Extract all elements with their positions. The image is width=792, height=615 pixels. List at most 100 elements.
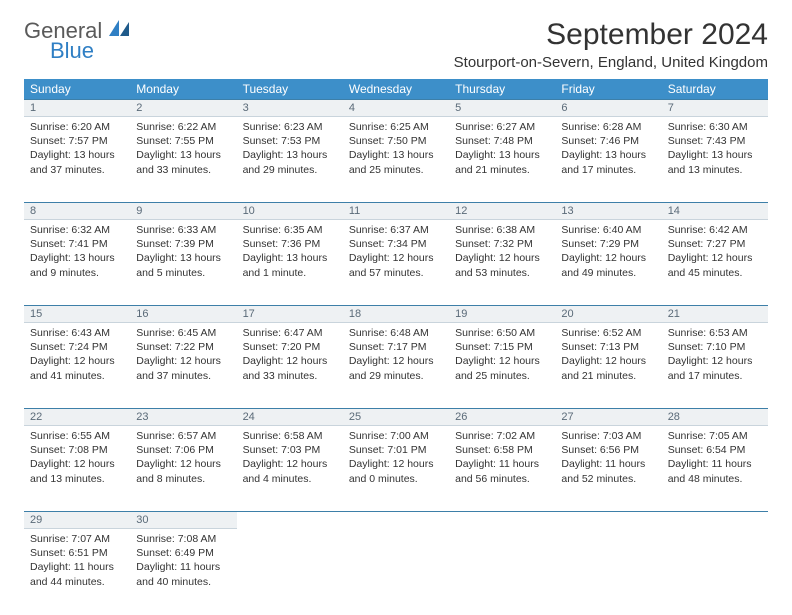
- day-number-cell: 10: [237, 203, 343, 220]
- sunrise-line: Sunrise: 7:02 AM: [455, 429, 549, 443]
- day-number-cell: 23: [130, 409, 236, 426]
- daylight-line: Daylight: 13 hours and 17 minutes.: [561, 148, 655, 176]
- daylight-line: Daylight: 13 hours and 37 minutes.: [30, 148, 124, 176]
- day-number-cell: 11: [343, 203, 449, 220]
- day-number-row: 15161718192021: [24, 306, 768, 323]
- title-block: September 2024 Stourport-on-Severn, Engl…: [454, 18, 768, 71]
- day-number-cell: 25: [343, 409, 449, 426]
- day-cell: Sunrise: 6:47 AMSunset: 7:20 PMDaylight:…: [237, 323, 343, 409]
- daylight-line: Daylight: 13 hours and 25 minutes.: [349, 148, 443, 176]
- day-cell: Sunrise: 6:38 AMSunset: 7:32 PMDaylight:…: [449, 220, 555, 306]
- day-cell: Sunrise: 6:32 AMSunset: 7:41 PMDaylight:…: [24, 220, 130, 306]
- sunrise-line: Sunrise: 7:08 AM: [136, 532, 230, 546]
- day-cell: Sunrise: 6:23 AMSunset: 7:53 PMDaylight:…: [237, 117, 343, 203]
- daylight-line: Daylight: 12 hours and 13 minutes.: [30, 457, 124, 485]
- sunrise-line: Sunrise: 6:48 AM: [349, 326, 443, 340]
- daylight-line: Daylight: 12 hours and 8 minutes.: [136, 457, 230, 485]
- day-number-cell: 26: [449, 409, 555, 426]
- sunrise-line: Sunrise: 6:42 AM: [668, 223, 762, 237]
- sunrise-line: Sunrise: 6:23 AM: [243, 120, 337, 134]
- day-cell: [237, 529, 343, 615]
- sunset-line: Sunset: 7:46 PM: [561, 134, 655, 148]
- sunset-line: Sunset: 7:50 PM: [349, 134, 443, 148]
- day-content-row: Sunrise: 7:07 AMSunset: 6:51 PMDaylight:…: [24, 529, 768, 615]
- day-cell: [449, 529, 555, 615]
- day-cell: Sunrise: 6:50 AMSunset: 7:15 PMDaylight:…: [449, 323, 555, 409]
- day-cell: [662, 529, 768, 615]
- logo: General Blue: [24, 18, 131, 64]
- daylight-line: Daylight: 12 hours and 17 minutes.: [668, 354, 762, 382]
- sunset-line: Sunset: 7:08 PM: [30, 443, 124, 457]
- sunset-line: Sunset: 7:55 PM: [136, 134, 230, 148]
- daylight-line: Daylight: 13 hours and 21 minutes.: [455, 148, 549, 176]
- sunset-line: Sunset: 7:01 PM: [349, 443, 443, 457]
- day-number-cell: 3: [237, 100, 343, 117]
- daylight-line: Daylight: 13 hours and 33 minutes.: [136, 148, 230, 176]
- day-cell: Sunrise: 6:37 AMSunset: 7:34 PMDaylight:…: [343, 220, 449, 306]
- page-header: General Blue September 2024 Stourport-on…: [24, 18, 768, 71]
- daylight-line: Daylight: 12 hours and 57 minutes.: [349, 251, 443, 279]
- location-text: Stourport-on-Severn, England, United Kin…: [454, 54, 768, 71]
- sunset-line: Sunset: 7:41 PM: [30, 237, 124, 251]
- day-cell: [555, 529, 661, 615]
- day-cell: Sunrise: 6:25 AMSunset: 7:50 PMDaylight:…: [343, 117, 449, 203]
- day-number-row: 891011121314: [24, 203, 768, 220]
- day-cell: Sunrise: 6:28 AMSunset: 7:46 PMDaylight:…: [555, 117, 661, 203]
- day-number-cell: 29: [24, 512, 130, 529]
- weekday-header: Wednesday: [343, 79, 449, 100]
- day-cell: Sunrise: 7:02 AMSunset: 6:58 PMDaylight:…: [449, 426, 555, 512]
- daylight-line: Daylight: 12 hours and 37 minutes.: [136, 354, 230, 382]
- daylight-line: Daylight: 13 hours and 1 minute.: [243, 251, 337, 279]
- daylight-line: Daylight: 12 hours and 25 minutes.: [455, 354, 549, 382]
- sunrise-line: Sunrise: 6:47 AM: [243, 326, 337, 340]
- day-content-row: Sunrise: 6:32 AMSunset: 7:41 PM Daylight:…: [24, 220, 768, 306]
- sunrise-line: Sunrise: 6:25 AM: [349, 120, 443, 134]
- sunset-line: Sunset: 7:29 PM: [561, 237, 655, 251]
- sunset-line: Sunset: 7:53 PM: [243, 134, 337, 148]
- day-number-cell: 18: [343, 306, 449, 323]
- sunset-line: Sunset: 7:34 PM: [349, 237, 443, 251]
- daylight-line: Daylight: 12 hours and 29 minutes.: [349, 354, 443, 382]
- daylight-line: Daylight: 12 hours and 41 minutes.: [30, 354, 124, 382]
- sunrise-line: Sunrise: 6:55 AM: [30, 429, 124, 443]
- sunset-line: Sunset: 7:32 PM: [455, 237, 549, 251]
- day-number-cell: 21: [662, 306, 768, 323]
- daylight-line: Daylight: 11 hours and 44 minutes.: [30, 560, 124, 588]
- sunrise-line: Sunrise: 6:32 AM: [30, 223, 124, 237]
- day-number-cell: 9: [130, 203, 236, 220]
- sunrise-line: Sunrise: 6:43 AM: [30, 326, 124, 340]
- sunset-line: Sunset: 7:27 PM: [668, 237, 762, 251]
- day-number-row: 2930: [24, 512, 768, 529]
- day-number-cell: [555, 512, 661, 529]
- weekday-header: Thursday: [449, 79, 555, 100]
- daylight-line: Daylight: 12 hours and 49 minutes.: [561, 251, 655, 279]
- day-number-cell: 28: [662, 409, 768, 426]
- day-cell: Sunrise: 6:42 AMSunset: 7:27 PMDaylight:…: [662, 220, 768, 306]
- day-cell: Sunrise: 6:45 AMSunset: 7:22 PMDaylight:…: [130, 323, 236, 409]
- day-cell: Sunrise: 6:58 AMSunset: 7:03 PMDaylight:…: [237, 426, 343, 512]
- day-number-cell: 19: [449, 306, 555, 323]
- day-cell: Sunrise: 6:33 AMSunset: 7:39 PMDaylight:…: [130, 220, 236, 306]
- day-number-cell: 15: [24, 306, 130, 323]
- sunrise-line: Sunrise: 6:22 AM: [136, 120, 230, 134]
- daylight-line: Daylight: 11 hours and 48 minutes.: [668, 457, 762, 485]
- weekday-header-row: SundayMondayTuesdayWednesdayThursdayFrid…: [24, 79, 768, 100]
- weekday-header: Friday: [555, 79, 661, 100]
- day-cell: Sunrise: 7:03 AMSunset: 6:56 PMDaylight:…: [555, 426, 661, 512]
- day-number-cell: 17: [237, 306, 343, 323]
- sunrise-line: Sunrise: 6:58 AM: [243, 429, 337, 443]
- sunset-line: Sunset: 6:51 PM: [30, 546, 124, 560]
- sunset-line: Sunset: 7:48 PM: [455, 134, 549, 148]
- sunset-line: Sunset: 7:15 PM: [455, 340, 549, 354]
- sunset-line: Sunset: 7:10 PM: [668, 340, 762, 354]
- weekday-header: Sunday: [24, 79, 130, 100]
- day-cell: Sunrise: 6:22 AMSunset: 7:55 PMDaylight:…: [130, 117, 236, 203]
- daylight-line: Daylight: 13 hours and 29 minutes.: [243, 148, 337, 176]
- day-number-cell: 16: [130, 306, 236, 323]
- day-number-row: 1234567: [24, 100, 768, 117]
- daylight-line: Daylight: 12 hours and 33 minutes.: [243, 354, 337, 382]
- day-cell: Sunrise: 6:30 AMSunset: 7:43 PMDaylight:…: [662, 117, 768, 203]
- sunset-line: Sunset: 7:03 PM: [243, 443, 337, 457]
- day-cell: Sunrise: 6:53 AMSunset: 7:10 PMDaylight:…: [662, 323, 768, 409]
- sunrise-line: Sunrise: 6:45 AM: [136, 326, 230, 340]
